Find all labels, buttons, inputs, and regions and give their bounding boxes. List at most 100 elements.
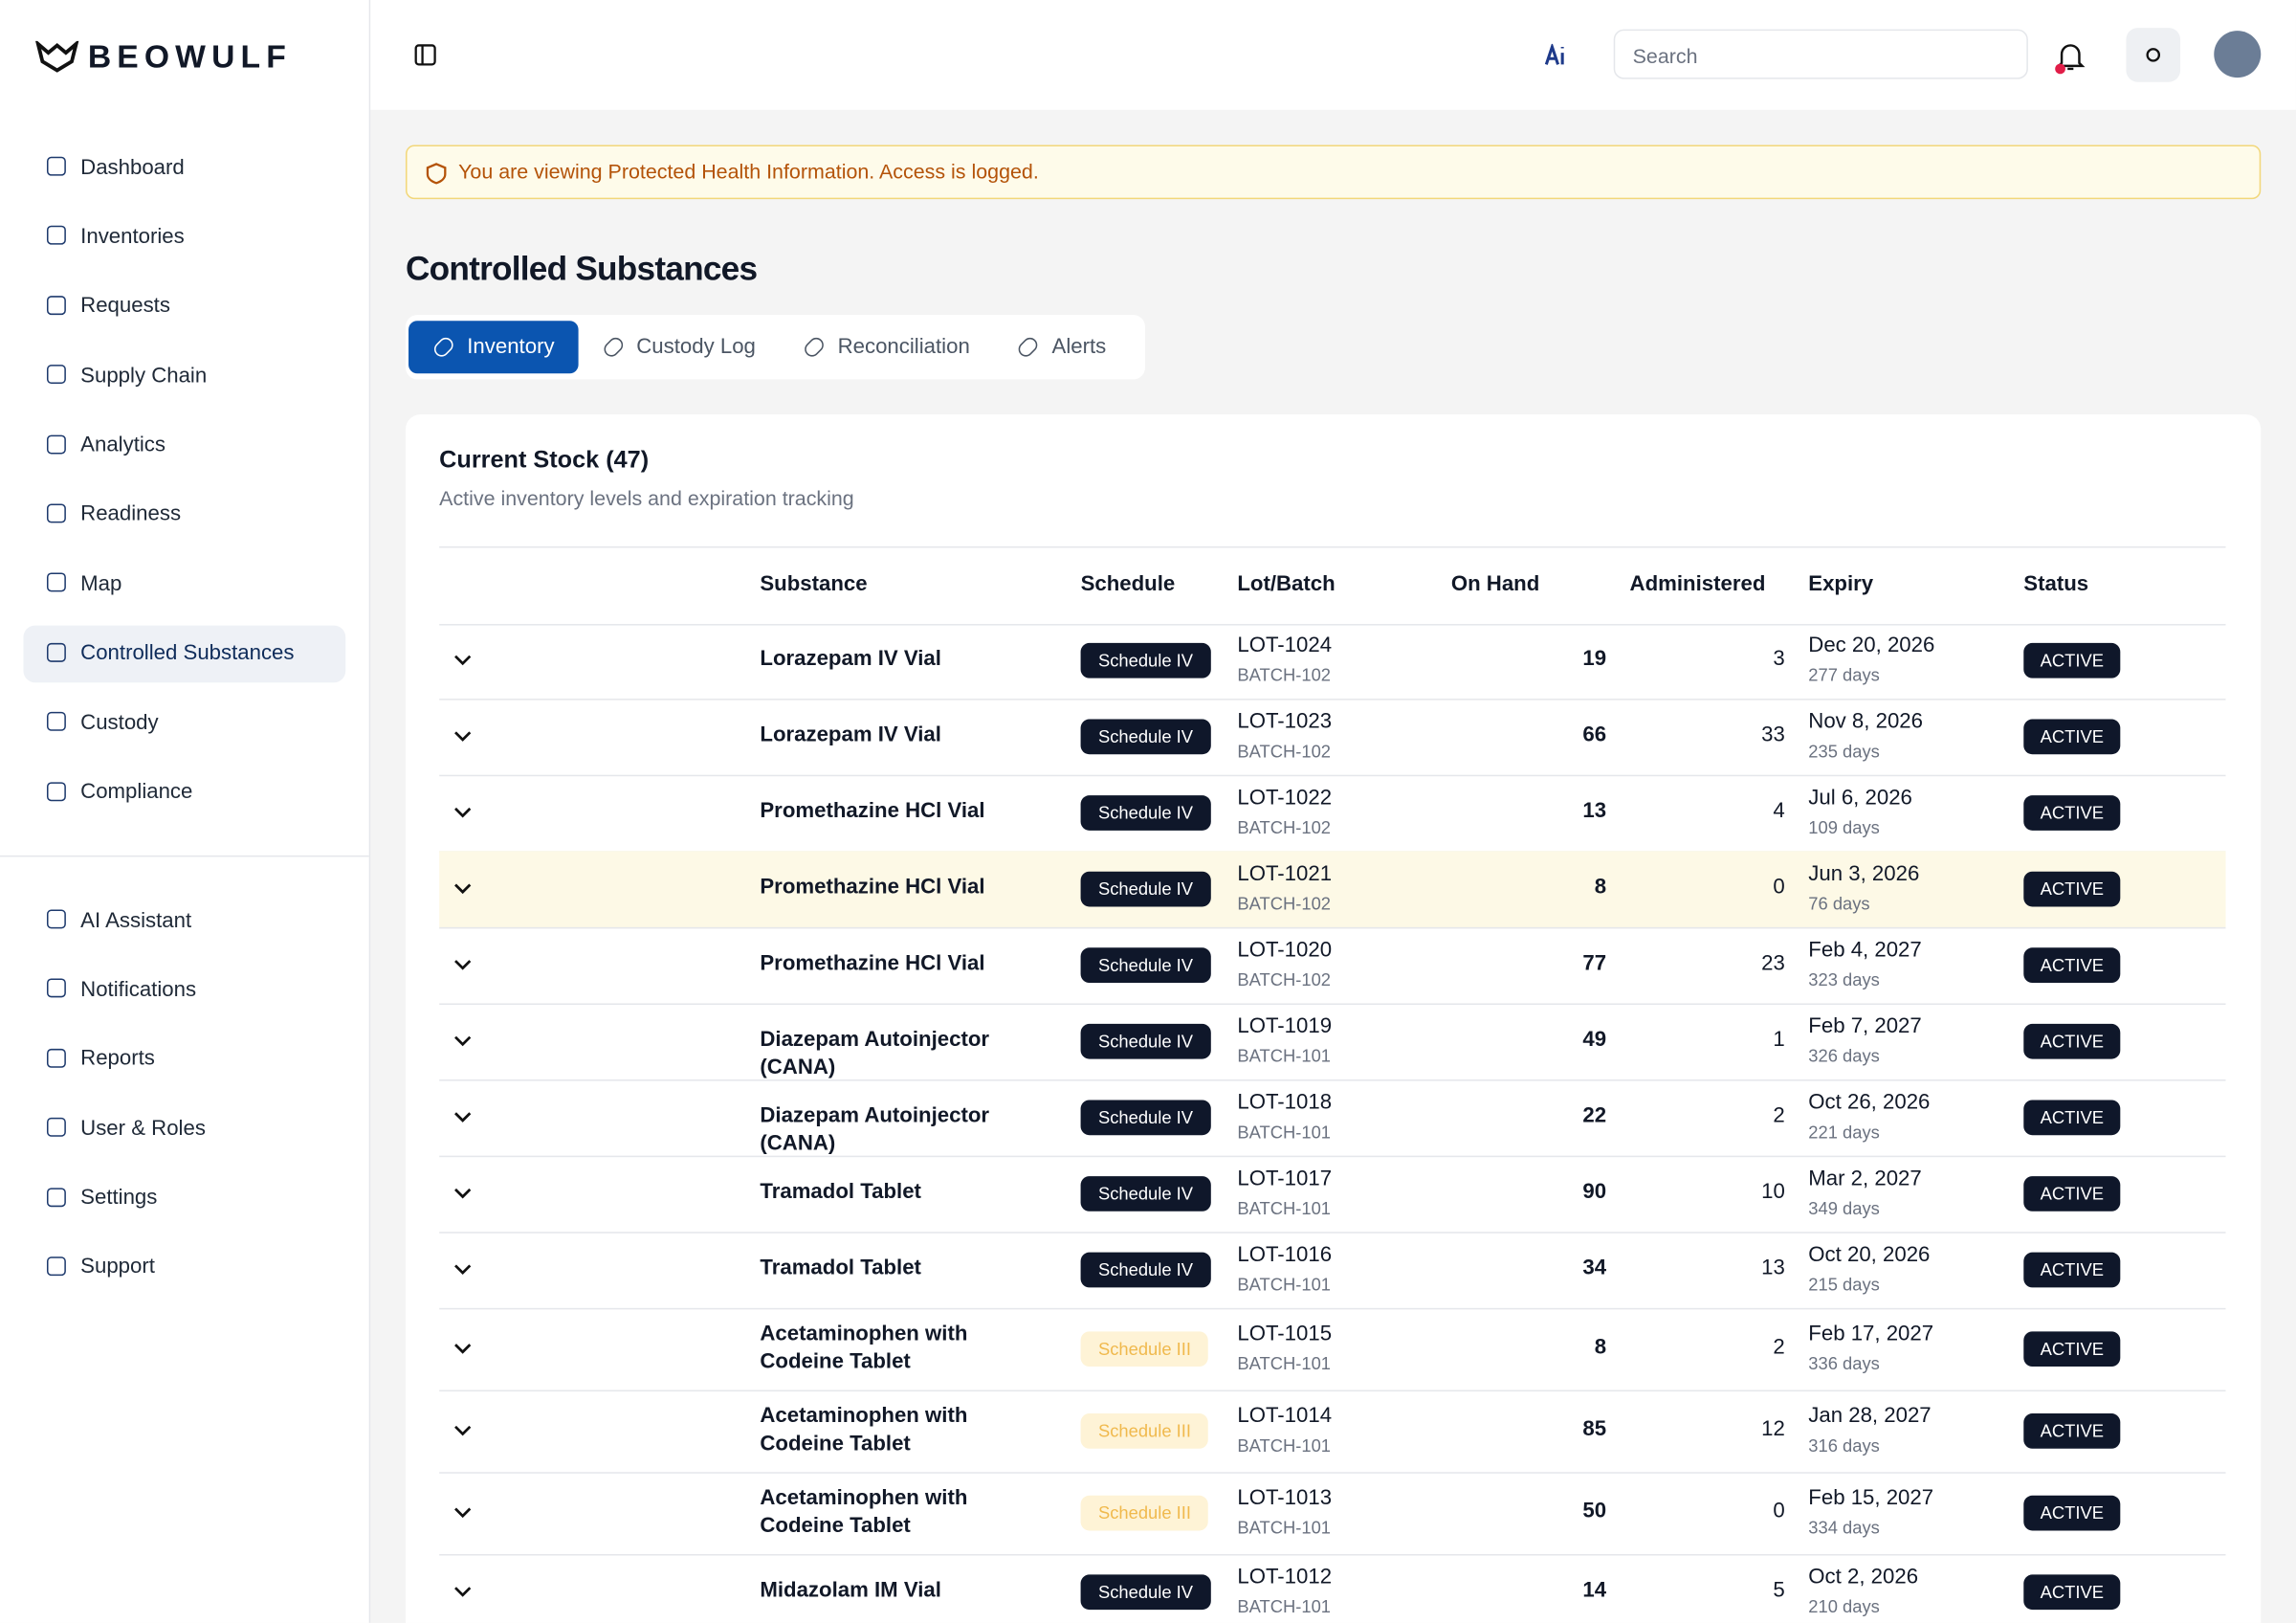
batch: BATCH-101 bbox=[1237, 1045, 1332, 1067]
expiry: Jan 28, 2027 bbox=[1808, 1404, 1932, 1429]
schedule-badge: Schedule IV bbox=[1080, 642, 1211, 678]
tab[interactable]: Custody Log bbox=[578, 321, 779, 373]
substance: Midazolam IM Vial bbox=[760, 1578, 941, 1603]
theme-toggle[interactable] bbox=[2126, 28, 2181, 82]
nav-item[interactable]: Inventories bbox=[23, 209, 345, 266]
table-row[interactable]: Diazepam Autoinjector (CANA) Schedule IV L… bbox=[439, 1003, 2226, 1081]
stock-card: Current Stock (47) Active inventory leve… bbox=[405, 414, 2262, 1623]
days-left: 76 days bbox=[1808, 893, 1870, 915]
page-title: Controlled Substances bbox=[405, 249, 758, 287]
expand-toggle[interactable] bbox=[453, 960, 472, 971]
expiry: Oct 26, 2026 bbox=[1808, 1091, 1931, 1115]
expand-toggle[interactable] bbox=[453, 1264, 472, 1276]
nav-item[interactable]: AI Assistant bbox=[23, 892, 345, 949]
nav-icon bbox=[46, 226, 66, 246]
ai-button[interactable] bbox=[1544, 43, 1568, 67]
on-hand: 49 bbox=[1582, 1028, 1607, 1052]
expiry: Feb 4, 2027 bbox=[1808, 939, 1922, 963]
on-hand: 50 bbox=[1582, 1500, 1607, 1523]
table-row[interactable]: Tramadol Tablet Schedule IV LOT-1016 BATCH-… bbox=[439, 1232, 2226, 1310]
expand-toggle[interactable] bbox=[453, 807, 472, 818]
nav-item[interactable]: Dashboard bbox=[23, 139, 345, 196]
on-hand: 77 bbox=[1582, 951, 1607, 976]
tab[interactable]: Inventory bbox=[408, 321, 579, 374]
notifications-button[interactable] bbox=[2054, 39, 2086, 75]
expand-toggle[interactable] bbox=[453, 1188, 472, 1199]
nav-item[interactable]: Controlled Substances bbox=[23, 625, 346, 682]
lot: LOT-1019 bbox=[1237, 1014, 1333, 1039]
logo: BEOWULF bbox=[35, 38, 292, 77]
nav-label: Map bbox=[80, 572, 122, 596]
expand-toggle[interactable] bbox=[453, 883, 472, 895]
search-input[interactable]: Search bbox=[1613, 29, 2028, 79]
nav-item[interactable]: Supply Chain bbox=[23, 347, 345, 405]
days-left: 323 days bbox=[1808, 969, 1880, 990]
table-row[interactable]: Midazolam IM Vial Schedule IV LOT-1012 BATC… bbox=[439, 1554, 2225, 1623]
schedule-badge: Schedule IV bbox=[1080, 947, 1211, 984]
nav-icon bbox=[46, 712, 66, 731]
nav-item[interactable]: Readiness bbox=[23, 486, 345, 544]
administered: 4 bbox=[1773, 799, 1785, 824]
schedule-badge: Schedule IV bbox=[1080, 795, 1211, 831]
nav-icon bbox=[46, 295, 66, 315]
sidebar-toggle[interactable] bbox=[414, 44, 436, 66]
nav-item[interactable]: Map bbox=[23, 556, 345, 613]
column-header: Administered bbox=[1629, 572, 1766, 596]
table-row[interactable]: Diazepam Autoinjector (CANA) Schedule IV L… bbox=[439, 1079, 2226, 1158]
top-bar: Search bbox=[370, 0, 2296, 110]
tab[interactable]: Alerts bbox=[993, 321, 1129, 373]
schedule-badge: Schedule IV bbox=[1080, 1176, 1211, 1212]
nav-item[interactable]: Reports bbox=[23, 1031, 345, 1088]
expand-toggle[interactable] bbox=[453, 1344, 472, 1355]
nav-item[interactable]: Support bbox=[23, 1239, 345, 1297]
avatar[interactable] bbox=[2214, 31, 2262, 78]
expiry: Oct 20, 2026 bbox=[1808, 1243, 1931, 1267]
expand-toggle[interactable] bbox=[453, 1587, 472, 1598]
table-row[interactable]: Promethazine HCl Vial Schedule IV LOT-1022… bbox=[439, 775, 2226, 853]
nav-label: AI Assistant bbox=[80, 908, 192, 933]
status-badge: ACTIVE bbox=[2023, 871, 2121, 907]
nav-label: User & Roles bbox=[80, 1117, 206, 1141]
table-row[interactable]: Promethazine HCl Vial Schedule IV LOT-1021… bbox=[439, 851, 2226, 929]
nav-icon bbox=[46, 909, 66, 929]
nav-icon bbox=[46, 365, 66, 385]
substance: Promethazine HCl Vial bbox=[760, 951, 985, 976]
nav-item[interactable]: Settings bbox=[23, 1169, 345, 1227]
expand-toggle[interactable] bbox=[453, 731, 472, 743]
nav-item[interactable]: Notifications bbox=[23, 962, 345, 1019]
administered: 2 bbox=[1773, 1104, 1785, 1128]
nav-item[interactable]: User & Roles bbox=[23, 1101, 345, 1158]
status-badge: ACTIVE bbox=[2023, 1176, 2121, 1212]
nav-item[interactable]: Custody bbox=[23, 695, 345, 752]
table-row[interactable]: Lorazepam IV Vial Schedule IV LOT-1024 BATC… bbox=[439, 623, 2226, 700]
table-row[interactable]: Acetaminophen with Codeine Tablet Schedul… bbox=[439, 1390, 2226, 1474]
table-row[interactable]: Acetaminophen with Codeine Tablet Schedul… bbox=[439, 1308, 2226, 1392]
table-row[interactable]: Promethazine HCl Vial Schedule IV LOT-1020… bbox=[439, 927, 2226, 1005]
nav-label: Analytics bbox=[80, 434, 166, 457]
nav-label: Inventories bbox=[80, 225, 185, 250]
expand-toggle[interactable] bbox=[453, 1035, 472, 1047]
expand-toggle[interactable] bbox=[453, 1112, 472, 1123]
expand-toggle[interactable] bbox=[453, 655, 472, 666]
on-hand: 66 bbox=[1582, 723, 1607, 747]
table-row[interactable]: Acetaminophen with Codeine Tablet Schedul… bbox=[439, 1472, 2226, 1556]
schedule-badge: Schedule III bbox=[1080, 1331, 1209, 1367]
table-row[interactable]: Tramadol Tablet Schedule IV LOT-1017 BATCH-… bbox=[439, 1156, 2226, 1234]
nav-label: Dashboard bbox=[80, 156, 185, 180]
alert-text: You are viewing Protected Health Informa… bbox=[458, 159, 1039, 184]
tab[interactable]: Reconciliation bbox=[779, 321, 993, 373]
expiry: Feb 7, 2027 bbox=[1808, 1014, 1922, 1039]
nav-item[interactable]: Requests bbox=[23, 278, 345, 335]
brand-name: BEOWULF bbox=[87, 37, 292, 76]
table-row[interactable]: Lorazepam IV Vial Schedule IV LOT-1023 BATC… bbox=[439, 699, 2226, 777]
days-left: 215 days bbox=[1808, 1274, 1880, 1296]
nav-item[interactable]: Analytics bbox=[23, 417, 345, 475]
nav-label: Custody bbox=[80, 711, 159, 735]
lot: LOT-1016 bbox=[1237, 1243, 1333, 1267]
days-left: 109 days bbox=[1808, 817, 1880, 838]
administered: 0 bbox=[1773, 1500, 1785, 1523]
nav-item[interactable]: Compliance bbox=[23, 764, 345, 821]
expand-toggle[interactable] bbox=[453, 1425, 472, 1436]
administered: 13 bbox=[1761, 1256, 1785, 1280]
expand-toggle[interactable] bbox=[453, 1507, 472, 1519]
